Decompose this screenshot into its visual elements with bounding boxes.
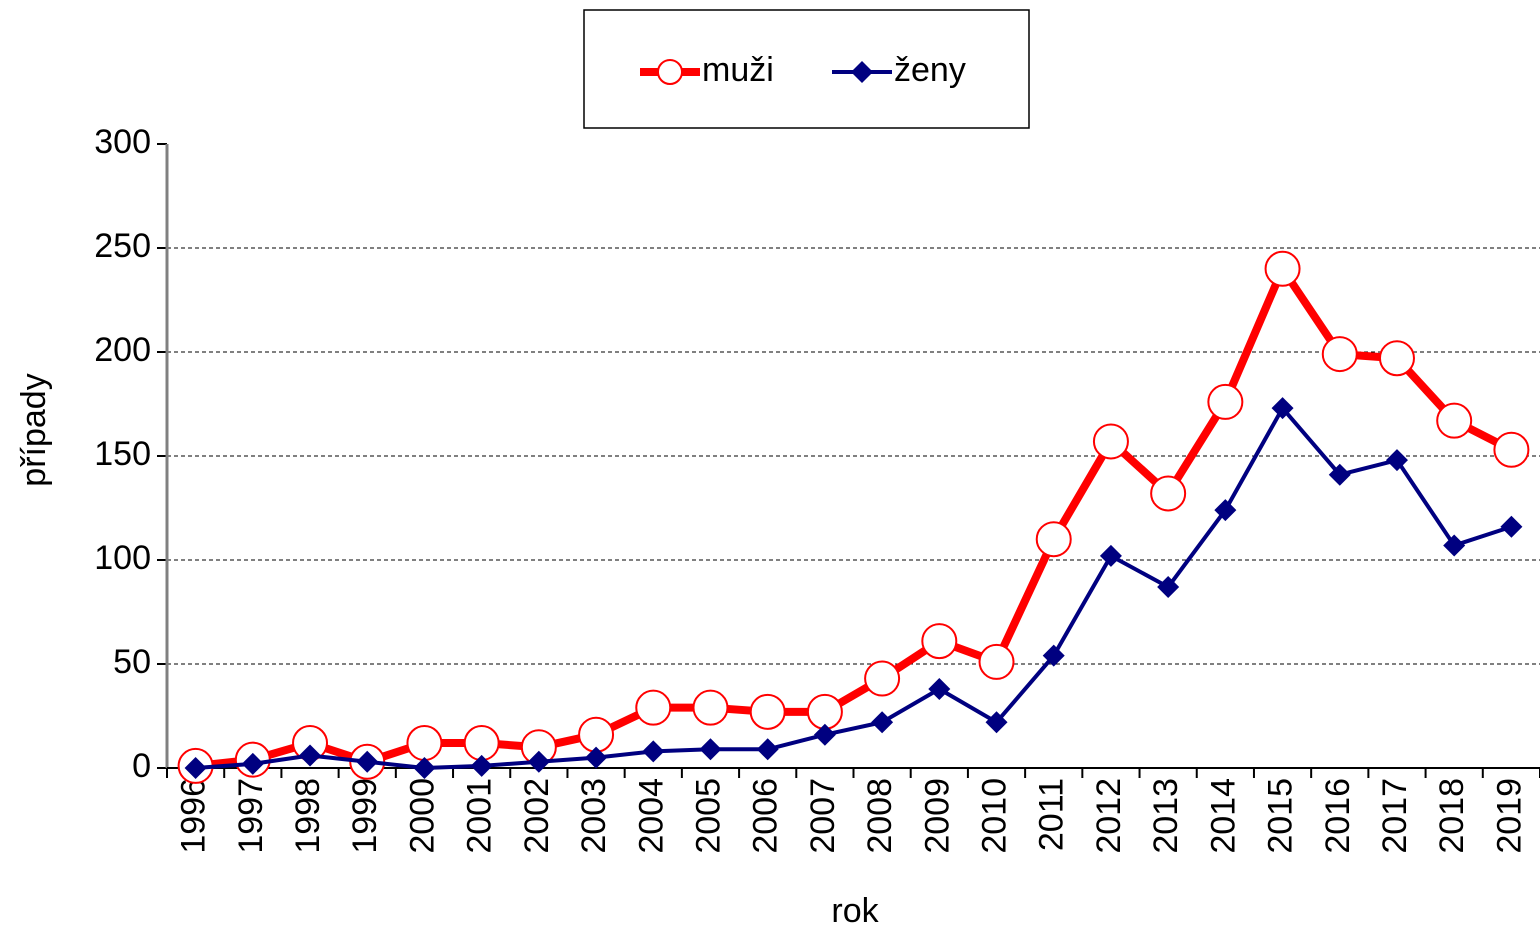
data-point bbox=[184, 757, 207, 779]
data-point bbox=[928, 677, 951, 700]
data-point bbox=[699, 738, 722, 761]
x-tick-label: 1999 bbox=[346, 778, 384, 854]
x-tick-label: 2000 bbox=[403, 778, 441, 854]
data-point bbox=[1264, 250, 1301, 287]
x-tick-label: 2002 bbox=[518, 778, 556, 854]
data-point bbox=[1150, 475, 1187, 512]
data-point bbox=[1500, 515, 1523, 538]
x-tick-label: 2004 bbox=[632, 778, 670, 854]
x-tick-label: 2015 bbox=[1262, 778, 1300, 854]
data-point bbox=[1157, 576, 1180, 599]
data-point bbox=[692, 689, 729, 726]
legend-label: ženy bbox=[894, 51, 966, 89]
x-tick-label: 2009 bbox=[918, 778, 956, 854]
y-tick-label: 50 bbox=[113, 643, 151, 681]
data-point bbox=[1092, 423, 1129, 460]
x-tick-label: 2003 bbox=[575, 778, 613, 854]
data-point bbox=[1385, 449, 1408, 472]
x-tick-label: 2007 bbox=[804, 778, 842, 854]
y-tick-label: 150 bbox=[94, 435, 151, 473]
legend-marker bbox=[657, 59, 683, 85]
x-tick-label: 2010 bbox=[976, 778, 1014, 854]
x-tick-label: 2001 bbox=[461, 778, 499, 854]
data-point bbox=[1207, 383, 1244, 420]
data-point bbox=[1436, 402, 1473, 439]
data-point bbox=[1378, 340, 1415, 377]
data-point bbox=[241, 752, 264, 775]
data-point bbox=[813, 723, 836, 746]
data-point bbox=[985, 711, 1008, 734]
y-tick-label: 250 bbox=[94, 227, 151, 265]
data-point bbox=[413, 757, 436, 779]
x-tick-label: 2019 bbox=[1490, 778, 1528, 854]
data-point bbox=[978, 643, 1015, 680]
x-tick-label: 2011 bbox=[1033, 778, 1071, 851]
data-point bbox=[1321, 336, 1358, 373]
x-tick-label: 2012 bbox=[1090, 778, 1128, 854]
x-tick-label: 1998 bbox=[289, 778, 327, 854]
x-tick-label: 2017 bbox=[1376, 778, 1414, 854]
legend-marker bbox=[851, 61, 873, 83]
x-tick-label: 1997 bbox=[232, 778, 270, 854]
data-point bbox=[356, 750, 379, 773]
y-tick-label: 300 bbox=[94, 123, 151, 161]
data-point bbox=[585, 746, 608, 769]
x-tick-label: 2006 bbox=[747, 778, 785, 854]
data-point bbox=[1214, 499, 1237, 522]
x-tick-label: 2014 bbox=[1204, 778, 1242, 854]
data-point bbox=[1328, 463, 1351, 486]
legend-label: muži bbox=[702, 51, 774, 89]
data-point bbox=[749, 693, 786, 730]
x-tick-label: 2016 bbox=[1319, 778, 1357, 854]
x-tick-label: 2008 bbox=[861, 778, 899, 854]
x-axis-label: rok bbox=[831, 892, 879, 930]
data-point bbox=[635, 689, 672, 726]
data-point bbox=[871, 711, 894, 734]
series-line bbox=[195, 406, 1513, 770]
data-point bbox=[299, 744, 322, 767]
data-point bbox=[1271, 397, 1294, 420]
data-point bbox=[470, 754, 493, 777]
x-tick-label: 1996 bbox=[175, 778, 213, 854]
data-point bbox=[1443, 534, 1466, 557]
data-point bbox=[406, 725, 443, 762]
y-axis-label: případy bbox=[15, 373, 53, 486]
x-tick-label: 2018 bbox=[1433, 778, 1471, 854]
data-point bbox=[527, 750, 550, 773]
series-line bbox=[195, 264, 1514, 770]
data-point bbox=[1099, 544, 1122, 567]
data-point bbox=[921, 623, 958, 660]
data-point bbox=[756, 738, 779, 761]
data-point bbox=[864, 660, 901, 697]
data-point bbox=[1035, 521, 1072, 558]
y-tick-label: 0 bbox=[132, 747, 151, 785]
y-tick-label: 200 bbox=[94, 331, 151, 369]
data-point bbox=[1042, 644, 1065, 667]
data-point bbox=[1493, 431, 1530, 468]
x-tick-label: 2013 bbox=[1147, 778, 1185, 854]
x-tick-label: 2005 bbox=[689, 778, 727, 854]
y-tick-label: 100 bbox=[94, 539, 151, 577]
data-point bbox=[642, 740, 665, 763]
